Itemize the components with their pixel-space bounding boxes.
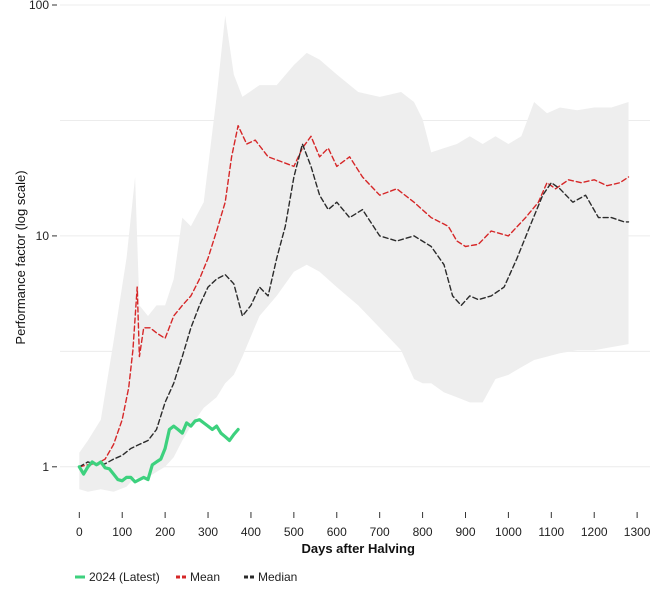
x-tick-label: 1300 — [624, 525, 651, 539]
y-axis-ticks: 1 10 100 — [29, 0, 57, 474]
range-band-layer — [79, 15, 629, 492]
series-layer — [77, 125, 630, 484]
series-mean-line — [78, 125, 630, 468]
legend-label: Mean — [190, 570, 220, 584]
legend-label: Median — [258, 570, 297, 584]
y-axis-title: Performance factor (log scale) — [13, 170, 28, 344]
range-band — [79, 15, 629, 492]
x-tick-label: 1000 — [495, 525, 522, 539]
x-tick-label: 900 — [455, 525, 475, 539]
y-tick-label: 1 — [42, 460, 49, 474]
x-axis-ticks: 0 100 200 300 400 500 600 700 800 900 1000 1100 1200… — [76, 512, 651, 539]
x-tick-label: 800 — [413, 525, 433, 539]
series-median-line — [78, 143, 630, 468]
x-axis-title: Days after Halving — [301, 541, 414, 556]
x-tick-label: 700 — [370, 525, 390, 539]
legend: 2024 (Latest) Mean Median — [75, 570, 297, 584]
x-tick-label: 300 — [198, 525, 218, 539]
x-tick-label: 0 — [76, 525, 83, 539]
x-tick-label: 100 — [112, 525, 132, 539]
x-tick-label: 1200 — [581, 525, 608, 539]
x-tick-label: 600 — [327, 525, 347, 539]
x-tick-label: 200 — [155, 525, 175, 539]
y-tick-label: 10 — [36, 229, 50, 243]
x-tick-label: 1100 — [538, 525, 564, 539]
legend-label: 2024 (Latest) — [89, 570, 160, 584]
x-tick-label: 500 — [284, 525, 304, 539]
y-tick-label: 100 — [29, 0, 49, 12]
series-latest-line — [77, 418, 240, 484]
x-tick-label: 400 — [241, 525, 261, 539]
